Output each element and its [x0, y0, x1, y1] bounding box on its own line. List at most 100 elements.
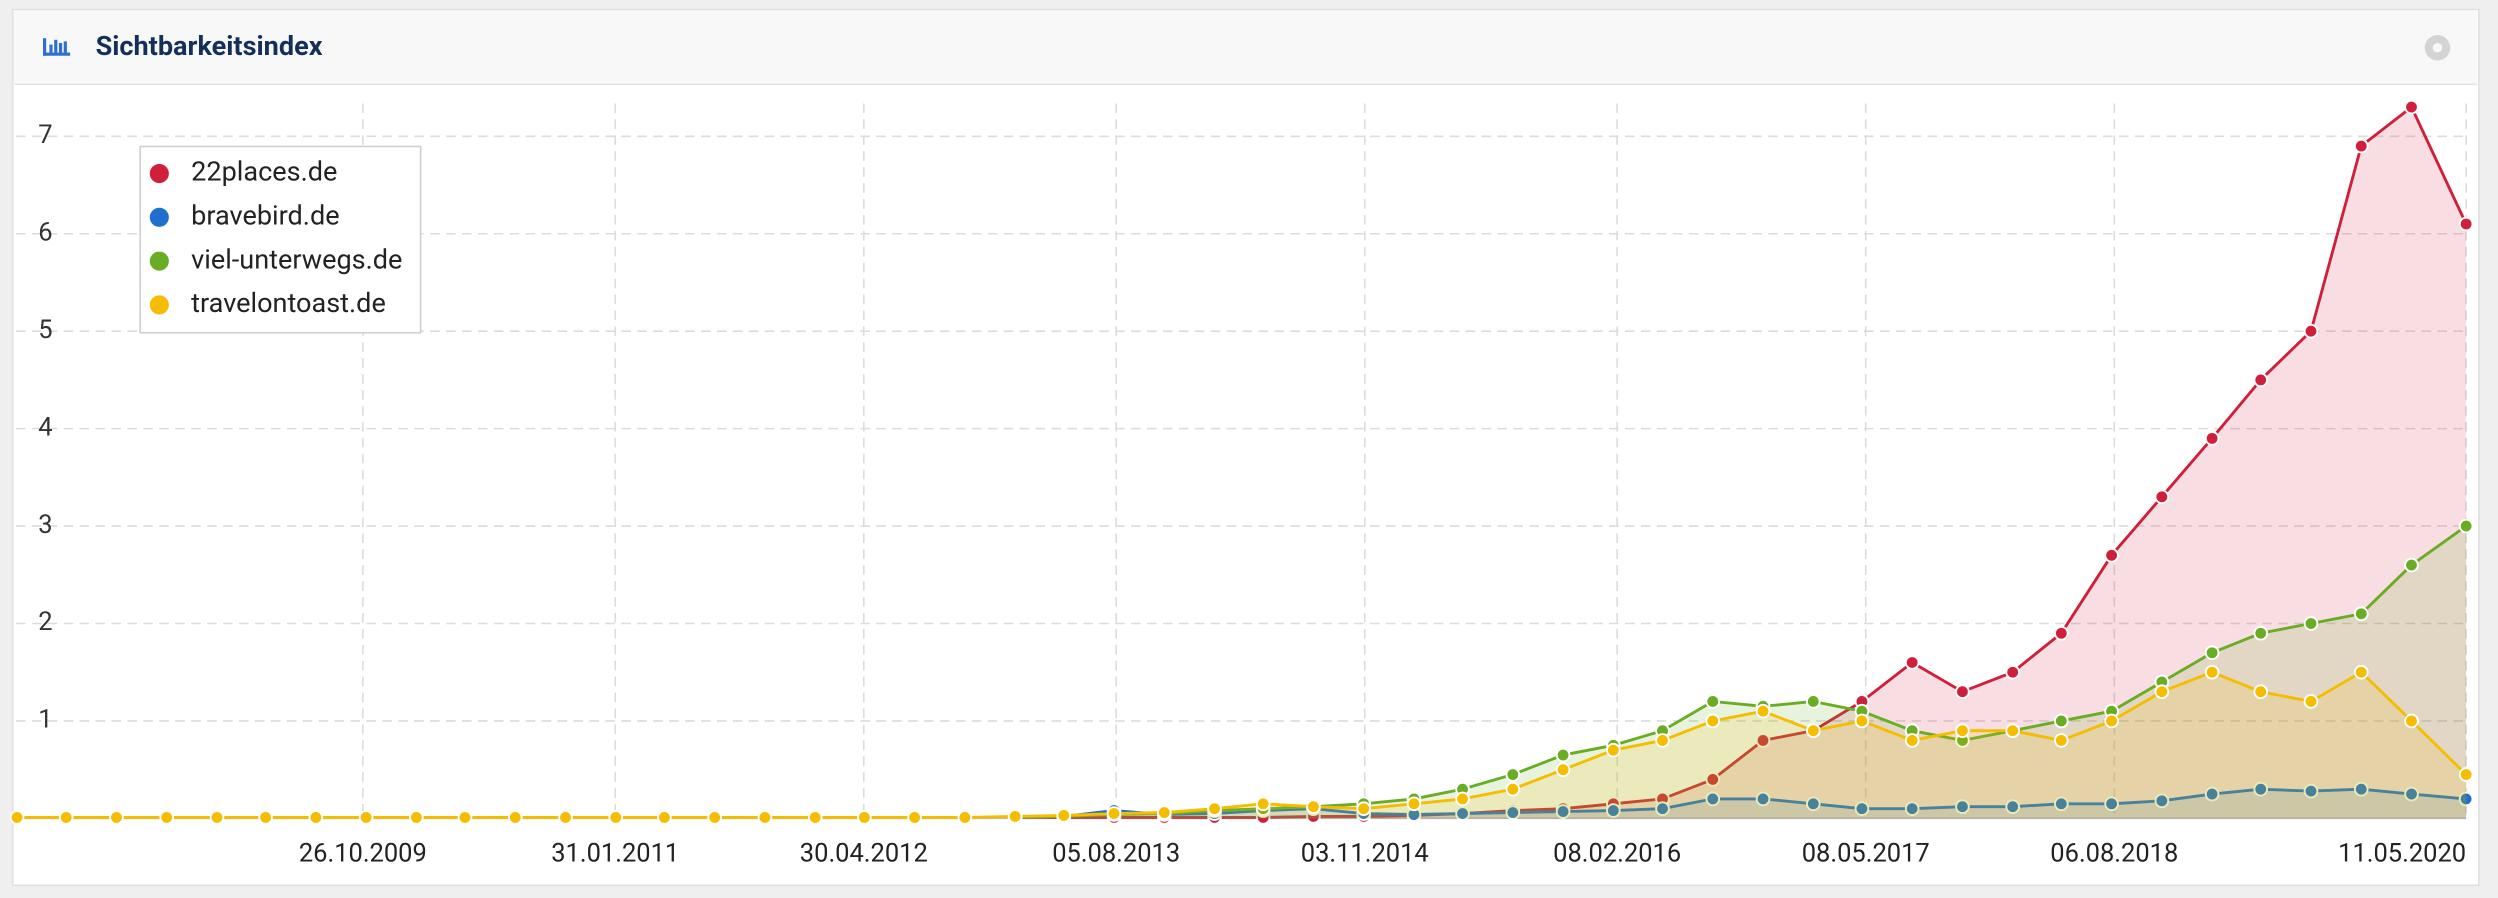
legend-marker [149, 251, 169, 271]
data-point [507, 810, 523, 825]
data-point [1805, 796, 1821, 812]
data-point [2458, 767, 2474, 782]
data-point [1156, 805, 1172, 820]
x-tick-label: 31.01.2011 [551, 839, 679, 869]
header [14, 11, 2478, 85]
data-point [2353, 138, 2369, 154]
data-point [1955, 799, 1970, 815]
data-point [58, 810, 74, 825]
data-point [807, 810, 823, 825]
data-point [1854, 713, 1870, 729]
data-point [2404, 557, 2419, 573]
y-tick-label: 2 [38, 607, 52, 637]
legend-label: viel-unterwegs.de [191, 243, 402, 275]
data-point [2458, 518, 2474, 534]
data-point [2053, 733, 2069, 748]
data-point [2353, 664, 2369, 680]
data-point [2204, 645, 2220, 661]
series-line [1015, 524, 2467, 819]
chart-icon [43, 38, 71, 56]
legend-label: bravebird.de [191, 199, 339, 231]
y-tick-label: 6 [38, 217, 52, 247]
data-point [1904, 733, 1920, 748]
data-point [2053, 625, 2069, 641]
data-point [2204, 786, 2220, 802]
series-area [1015, 526, 2467, 819]
chart-title: Sichtbarkeitsindex [96, 30, 323, 62]
data-point [2404, 786, 2419, 802]
data-point [2458, 216, 2474, 232]
data-point [2154, 793, 2170, 809]
legend-marker [149, 295, 169, 315]
series-area [1015, 789, 2467, 819]
data-point [1904, 655, 1920, 670]
data-point [2253, 781, 2269, 797]
y-tick-label: 5 [38, 315, 52, 345]
data-point [558, 810, 573, 825]
legend-label: 22places.de [191, 156, 337, 188]
data-point [1655, 733, 1670, 748]
data-point [707, 810, 722, 825]
data-point [1505, 805, 1521, 820]
data-point [1705, 772, 1721, 787]
x-tick-label: 26.10.2009 [299, 839, 427, 869]
data-point [2353, 781, 2369, 797]
data-point [1555, 762, 1571, 777]
data-point [1505, 767, 1521, 782]
data-point [2253, 372, 2269, 388]
data-point [2104, 547, 2119, 563]
data-point [1955, 723, 1970, 739]
data-point [409, 810, 424, 825]
data-point [957, 810, 973, 825]
x-tick-label: 30.04.2012 [800, 839, 928, 869]
x-tick-label: 08.05.2017 [1802, 839, 1930, 869]
data-point [1805, 694, 1821, 709]
data-point [2005, 664, 2021, 680]
data-point [1606, 742, 1621, 758]
data-point [2053, 796, 2069, 812]
data-point [2353, 606, 2369, 622]
x-tick-label: 03.11.2014 [1301, 839, 1429, 869]
data-point [1007, 809, 1023, 824]
legend-marker [149, 163, 169, 184]
data-point [2104, 713, 2119, 729]
x-tick-label: 06.08.2018 [2050, 839, 2178, 869]
data-point [1755, 703, 1771, 719]
data-point [2005, 799, 2021, 815]
settings-icon[interactable] [2424, 35, 2451, 61]
data-point [1555, 747, 1571, 763]
data-point [1805, 723, 1821, 739]
data-point [1406, 796, 1422, 812]
data-point [2104, 796, 2119, 812]
data-point [2154, 489, 2170, 505]
data-point [1255, 796, 1271, 812]
data-point [1655, 801, 1670, 816]
data-point [1555, 804, 1571, 819]
data-point [1904, 801, 1920, 816]
series-area [1015, 107, 2467, 819]
series-line [1015, 787, 2467, 819]
data-point [2303, 783, 2319, 799]
data-point [258, 810, 273, 825]
data-point [2303, 616, 2319, 631]
x-tick-label: 11.05.2020 [2338, 839, 2466, 869]
data-point [857, 810, 872, 825]
data-point [2053, 713, 2069, 729]
data-point [358, 810, 374, 825]
data-point [1106, 806, 1122, 821]
data-point [2253, 625, 2269, 641]
data-point [2154, 684, 2170, 700]
data-point [2404, 713, 2419, 729]
data-point [308, 810, 324, 825]
data-point [159, 810, 175, 825]
data-point [2204, 431, 2220, 446]
data-point [1606, 803, 1621, 818]
data-point [1455, 806, 1470, 821]
legend-marker [149, 207, 169, 227]
x-tick-label: 08.02.2016 [1553, 839, 1681, 869]
legend-box [139, 145, 422, 334]
data-point [907, 810, 922, 825]
data-point [1854, 801, 1870, 816]
y-tick-label: 1 [38, 705, 52, 735]
